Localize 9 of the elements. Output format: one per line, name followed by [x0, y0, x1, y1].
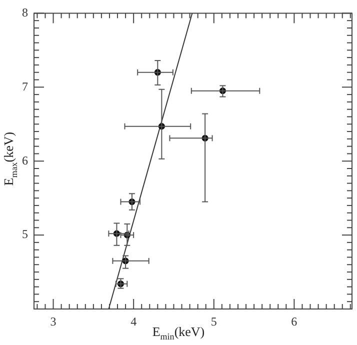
x-axis-title: E$_{min}$(keV): [152, 324, 205, 342]
x-tick-label: 6: [291, 314, 298, 328]
y-tick-label: 6: [22, 153, 28, 168]
y-tick-label: 5: [22, 227, 28, 242]
y-tick-label: 8: [22, 5, 28, 20]
y-tick-label: 7: [22, 79, 28, 94]
x-tick-label: 5: [210, 314, 217, 328]
x-tick-label: 3: [50, 314, 56, 328]
x-tick-label: 4: [130, 314, 137, 328]
